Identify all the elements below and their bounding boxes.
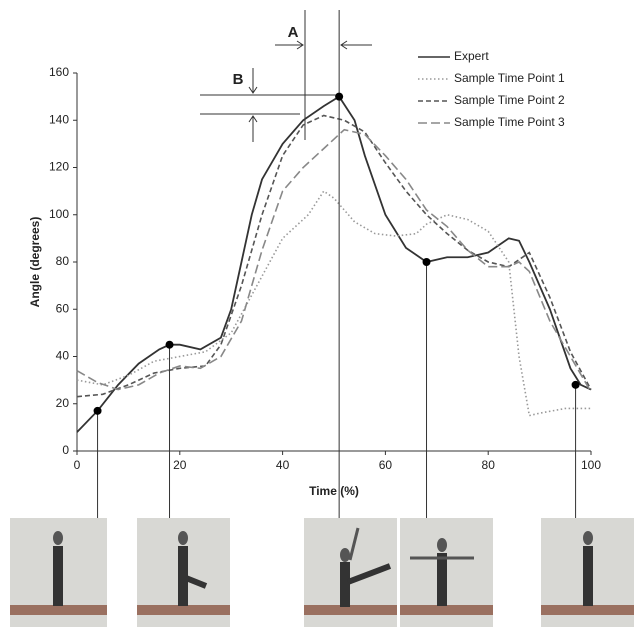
y-tick-label: 60: [56, 301, 70, 315]
y-tick-label: 20: [56, 396, 70, 410]
y-tick-label: 160: [49, 65, 69, 79]
y-tick-label: 80: [56, 254, 70, 268]
x-tick-label: 100: [581, 458, 601, 472]
photo: [541, 518, 634, 627]
key-point: [335, 92, 344, 101]
series-line: [76, 190, 591, 417]
annotation: B: [233, 71, 244, 88]
x-tick-label: 60: [379, 458, 393, 472]
y-tick-label: 140: [49, 112, 69, 126]
key-point: [165, 340, 174, 349]
series-line: [76, 128, 592, 393]
legend-label: Sample Time Point 1: [454, 71, 565, 85]
x-tick-label: 40: [276, 458, 290, 472]
y-tick-label: 0: [62, 443, 69, 457]
photo: [400, 518, 493, 627]
key-point: [422, 258, 431, 266]
key-point: [93, 406, 102, 415]
y-tick-label: 100: [49, 207, 69, 221]
legend-label: Sample Time Point 2: [454, 93, 565, 107]
legend-label: Sample Time Point 3: [454, 115, 565, 129]
y-tick-label: 120: [49, 160, 69, 174]
x-tick-label: 0: [74, 458, 81, 472]
legend-label: Expert: [454, 49, 489, 63]
photo: [137, 518, 230, 627]
x-axis-label: Time (%): [309, 484, 359, 498]
y-axis-label: Angle (degrees): [28, 217, 42, 308]
annotation: A: [288, 24, 299, 41]
x-tick-label: 20: [173, 458, 187, 472]
photo: [10, 518, 107, 627]
photo: [304, 518, 397, 627]
x-tick-label: 80: [482, 458, 496, 472]
key-point: [571, 380, 580, 389]
y-tick-label: 40: [56, 349, 70, 363]
series-line: [76, 114, 592, 398]
annotation-a: [200, 10, 372, 142]
photos: [10, 518, 634, 627]
